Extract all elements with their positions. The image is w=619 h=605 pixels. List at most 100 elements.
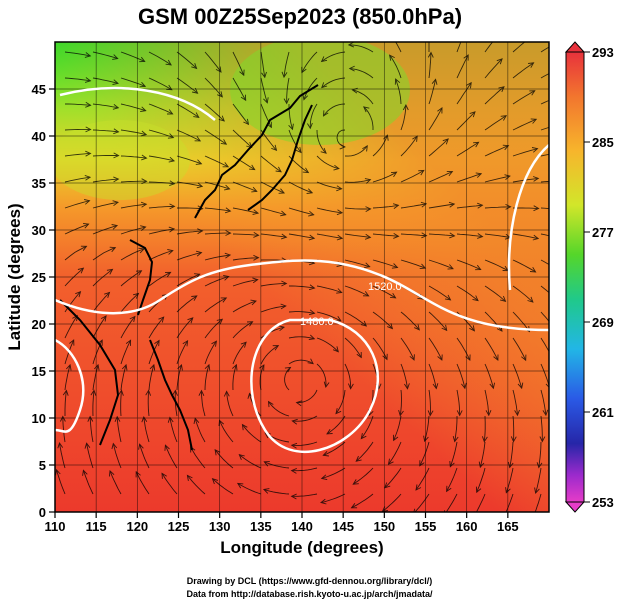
streamline — [148, 228, 175, 235]
streamline — [456, 233, 483, 238]
streamline-arrow — [84, 442, 91, 449]
streamline-arrow — [463, 54, 469, 61]
streamline-arrow — [437, 354, 443, 361]
streamline-arrow — [77, 267, 85, 274]
streamline — [540, 73, 549, 79]
streamline — [400, 170, 425, 183]
streamline-arrow — [266, 121, 272, 129]
streamline — [239, 454, 262, 469]
streamline-arrow — [539, 436, 546, 443]
x-tick-label: 125 — [168, 519, 190, 534]
streamline-arrow — [427, 410, 434, 417]
streamline-arrow — [238, 453, 245, 460]
streamline — [428, 311, 448, 331]
streamline — [415, 467, 430, 491]
streamline — [309, 103, 318, 129]
x-axis: 110 115 120 125 130 135 140 145 150 155 160 165 — [45, 512, 519, 534]
cool-pool-west — [55, 120, 190, 200]
streamline — [120, 293, 139, 313]
streamline — [505, 467, 514, 493]
streamline-arrow — [393, 233, 400, 239]
streamline — [176, 77, 198, 94]
streamline — [147, 390, 150, 417]
x-tick-label: 110 — [45, 519, 66, 534]
streamline-arrow — [348, 65, 355, 72]
streamline — [92, 364, 99, 391]
streamline-arrow — [220, 139, 228, 145]
streamline-arrow — [532, 176, 540, 182]
streamline-arrow — [182, 339, 189, 347]
x-tick-label: 135 — [250, 519, 272, 534]
grid — [55, 42, 549, 512]
streamline — [148, 316, 165, 339]
streamline — [316, 181, 342, 190]
streamline-arrow — [442, 138, 449, 145]
streamline — [264, 461, 290, 469]
streamline-arrow — [364, 233, 372, 240]
streamline-arrow — [478, 461, 485, 469]
streamline-arrow — [320, 147, 327, 154]
streamline — [169, 417, 178, 443]
streamline — [512, 415, 515, 442]
streamline-arrow — [557, 268, 563, 273]
streamline-arrow — [392, 203, 400, 209]
streamline — [64, 223, 89, 235]
streamline-arrow — [113, 152, 120, 159]
streamline — [260, 103, 272, 128]
streamline-arrow — [388, 54, 395, 61]
streamline — [92, 103, 119, 109]
streamline-arrow — [75, 290, 82, 298]
streamline — [148, 250, 173, 261]
streamline — [445, 493, 458, 512]
streamline — [260, 181, 285, 194]
streamline-arrow — [204, 363, 211, 371]
streamline-arrow — [398, 409, 404, 417]
streamline — [92, 390, 95, 417]
streamline — [400, 104, 407, 131]
streamline — [176, 295, 198, 313]
streamline — [92, 155, 119, 157]
streamline — [204, 318, 223, 339]
streamline — [176, 230, 203, 235]
streamline-arrow — [194, 273, 201, 279]
streamline — [288, 359, 314, 365]
streamline — [344, 145, 368, 157]
streamline-arrow — [261, 71, 267, 79]
streamline — [479, 441, 486, 468]
streamline — [289, 285, 315, 289]
streamline-arrow — [423, 435, 429, 443]
streamline — [372, 259, 398, 268]
streamline-arrow — [493, 354, 499, 362]
streamline — [456, 173, 482, 183]
streamline — [303, 77, 318, 100]
streamline — [512, 42, 526, 53]
streamline — [512, 259, 536, 273]
streamline-arrow — [500, 115, 508, 121]
streamline-arrow — [449, 461, 455, 468]
streamline-arrow — [475, 172, 483, 178]
streamline-arrow — [446, 485, 452, 493]
streamline — [389, 54, 402, 79]
streamline-arrow — [306, 188, 314, 194]
streamline — [296, 389, 318, 403]
colorbar-bottom-arrow — [564, 501, 586, 513]
streamline-arrow — [211, 477, 219, 485]
streamline — [291, 493, 318, 497]
streamline-arrow — [222, 162, 230, 168]
streamline-arrow — [469, 325, 476, 332]
streamline — [428, 233, 455, 237]
streamline — [242, 424, 262, 443]
streamline-arrow — [302, 167, 310, 174]
streamline-arrow — [85, 150, 92, 157]
streamline-arrow — [307, 358, 314, 365]
streamline-arrow — [278, 325, 285, 332]
y-tick-label: 45 — [32, 82, 46, 97]
streamline — [176, 129, 201, 142]
streamline-arrow — [84, 199, 91, 205]
streamline-arrow — [558, 39, 564, 44]
streamline-arrow — [362, 144, 368, 152]
streamline-arrow — [280, 233, 288, 240]
colorbar-label: 253 — [592, 495, 614, 510]
x-tick-label: 130 — [209, 519, 231, 534]
streamline-arrow — [251, 186, 258, 193]
